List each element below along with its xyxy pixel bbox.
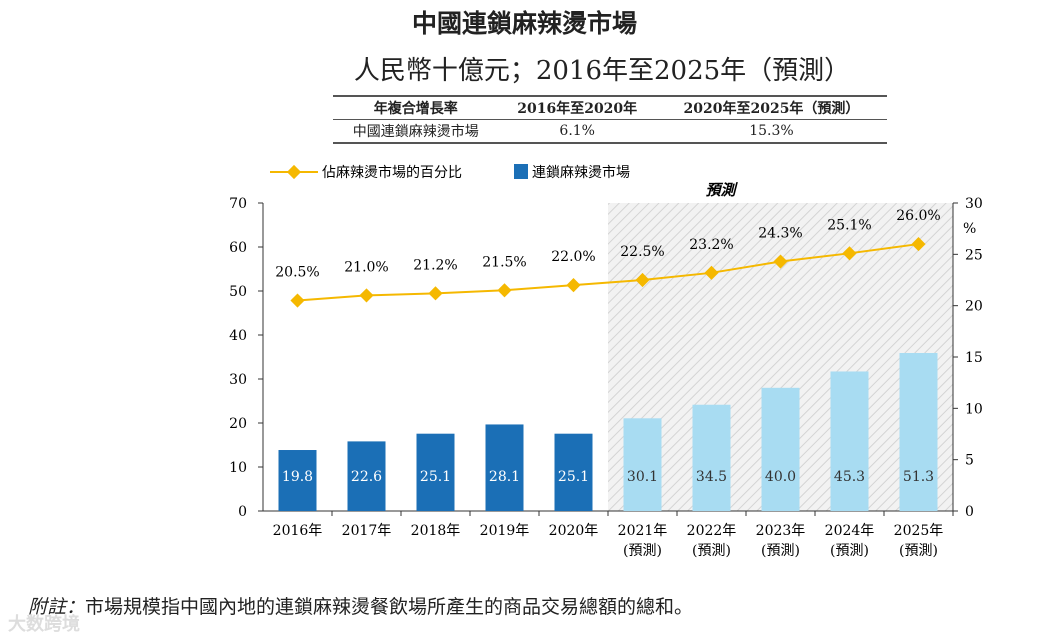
bar xyxy=(416,433,455,511)
table-header: 2020年至2025年（預測） xyxy=(655,96,887,120)
line-series xyxy=(297,243,919,302)
bar xyxy=(347,441,386,511)
bar xyxy=(899,352,938,511)
right-tick-label: 0 xyxy=(965,504,974,520)
left-tick-label: 10 xyxy=(229,460,247,476)
bar-label: 51.3 xyxy=(903,469,934,485)
cagr-table: 年複合增長率 2016年至2020年 2020年至2025年（預測） 中國連鎖麻… xyxy=(333,95,887,144)
line-label: 21.2% xyxy=(413,257,457,273)
table-header: 2016年至2020年 xyxy=(498,96,656,120)
line-label: 25.1% xyxy=(827,217,871,233)
bar xyxy=(692,404,731,511)
table-header: 年複合增長率 xyxy=(333,96,499,120)
bar xyxy=(554,433,593,511)
bar-label: 34.5 xyxy=(696,469,727,485)
line-marker xyxy=(497,283,512,298)
left-tick-label: 30 xyxy=(229,372,247,388)
legend-bar-icon xyxy=(514,164,528,179)
legend-diamond-icon xyxy=(286,164,302,180)
right-tick-label: 25 xyxy=(965,247,983,263)
x-tick-sublabel: (預測) xyxy=(830,543,869,559)
line-label: 26.0% xyxy=(896,208,940,224)
right-tick-label: 30 xyxy=(965,196,983,212)
x-tick-sublabel: (預測) xyxy=(761,543,800,559)
chart-subtitle: 人民幣十億元；2016年至2025年（預測） xyxy=(353,56,851,86)
table-header-row: 年複合增長率 2016年至2020年 2020年至2025年（預測） xyxy=(333,96,887,120)
bar-label: 25.1 xyxy=(558,469,589,485)
right-tick-label: 15 xyxy=(965,350,983,366)
line-label: 20.5% xyxy=(275,265,319,281)
chart-title: 中國連鎖麻辣燙市場 xyxy=(411,9,637,38)
forecast-label: 預測 xyxy=(705,181,738,199)
line-label: 21.0% xyxy=(344,259,388,275)
line-marker xyxy=(911,236,926,252)
line-marker xyxy=(635,272,650,288)
right-axis-unit: % xyxy=(963,221,976,237)
bar xyxy=(830,371,869,511)
bar xyxy=(278,450,317,511)
watermark: 大数跨境 xyxy=(8,614,80,635)
bar-label: 19.8 xyxy=(282,469,313,485)
bar xyxy=(761,387,800,511)
x-tick-label: 2016年 xyxy=(273,523,323,539)
x-tick-label: 2019年 xyxy=(480,523,530,539)
left-tick-label: 60 xyxy=(229,240,247,256)
bar-label: 28.1 xyxy=(489,469,520,485)
bar-label: 45.3 xyxy=(834,469,865,485)
line-label: 23.2% xyxy=(689,237,733,253)
line-label: 24.3% xyxy=(758,226,802,242)
x-tick-sublabel: (預測) xyxy=(692,543,731,559)
x-tick-label: 2024年 xyxy=(825,523,875,539)
right-tick-label: 10 xyxy=(965,401,983,417)
footnote: 附註：市場規模指中國內地的連鎖麻辣燙餐飲場所產生的商品交易總額的總和。 xyxy=(28,592,693,619)
table-cell: 中國連鎖麻辣燙市場 xyxy=(352,124,479,140)
bar-label: 30.1 xyxy=(627,469,658,485)
x-tick-label: 2021年 xyxy=(618,523,668,539)
x-tick-label: 2025年 xyxy=(894,523,944,539)
bar-label: 22.6 xyxy=(351,469,382,485)
table-cell: 15.3% xyxy=(749,123,794,139)
left-tick-label: 20 xyxy=(229,416,247,432)
x-tick-label: 2023年 xyxy=(756,523,806,539)
table-row: 中國連鎖麻辣燙市場 6.1% 15.3% xyxy=(333,120,887,144)
left-tick-label: 70 xyxy=(229,196,247,212)
bar xyxy=(623,418,662,511)
line-marker xyxy=(842,246,857,261)
line-label: 22.5% xyxy=(620,244,664,260)
right-tick-label: 20 xyxy=(965,299,983,315)
legend-label-line: 佔麻辣燙市場的百分比 xyxy=(322,164,462,181)
line-label: 21.5% xyxy=(482,254,526,270)
left-tick-label: 50 xyxy=(229,284,247,300)
line-marker xyxy=(290,293,305,308)
left-tick-label: 0 xyxy=(238,504,247,520)
footnote-label: 附註： xyxy=(28,596,86,618)
line-label: 22.0% xyxy=(551,249,595,265)
line-marker xyxy=(773,254,788,269)
x-tick-label: 2018年 xyxy=(411,523,461,539)
x-tick-label: 2022年 xyxy=(687,523,737,539)
left-tick-label: 40 xyxy=(229,328,247,344)
line-marker xyxy=(566,278,581,293)
bar-label: 40.0 xyxy=(765,469,796,485)
footnote-text: 市場規模指中國內地的連鎖麻辣燙餐飲場所產生的商品交易總額的總和。 xyxy=(85,596,694,618)
x-tick-label: 2020年 xyxy=(549,523,599,539)
bar xyxy=(485,424,524,511)
table-cell: 6.1% xyxy=(559,123,595,139)
right-tick-label: 5 xyxy=(965,453,974,469)
x-tick-sublabel: (預測) xyxy=(623,543,662,559)
line-marker xyxy=(359,288,374,303)
line-marker xyxy=(704,265,719,280)
legend-label-bar: 連鎖麻辣燙市場 xyxy=(532,164,630,181)
bar-label: 25.1 xyxy=(420,469,451,485)
x-tick-label: 2017年 xyxy=(342,523,392,539)
x-tick-sublabel: (預測) xyxy=(899,543,938,559)
line-marker xyxy=(428,286,443,301)
